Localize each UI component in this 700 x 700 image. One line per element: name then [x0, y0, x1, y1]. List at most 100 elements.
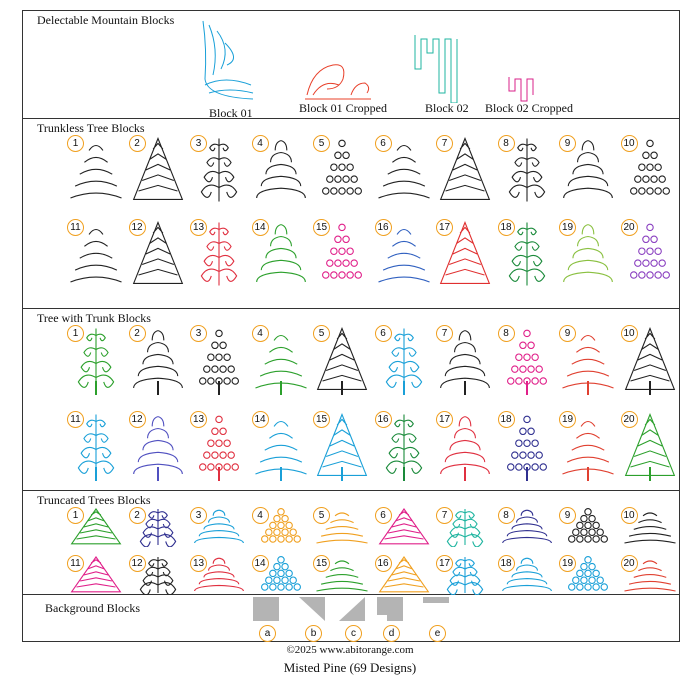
trunkless-design-17[interactable]: 17 — [436, 219, 496, 289]
design-number-badge: 10 — [620, 135, 638, 152]
badge-c: c — [345, 625, 362, 642]
trunk-design-15[interactable]: 15 — [313, 411, 373, 481]
trunk-design-18[interactable]: 18 — [497, 411, 558, 481]
trunkless-design-13[interactable]: 13 — [190, 219, 250, 289]
mountain-block-01-cropped[interactable] — [303, 59, 373, 103]
badge-e: e — [429, 625, 446, 642]
trunk-design-20[interactable]: 20 — [620, 411, 681, 481]
badge-a: a — [259, 625, 276, 642]
design-number-badge: 13 — [190, 411, 207, 428]
trunkless-design-2[interactable]: 2 — [128, 135, 189, 205]
trunk-design-1[interactable]: 1 — [67, 325, 127, 395]
mountain-block-01-cropped-motif — [305, 64, 371, 100]
trunk-design-5[interactable]: 5 — [313, 325, 373, 395]
design-number-badge: 12 — [128, 555, 146, 572]
tree-motif — [629, 139, 670, 195]
trunk-design-2[interactable]: 2 — [128, 325, 189, 395]
design-number-badge: 18 — [497, 411, 515, 428]
truncated-design-13[interactable]: 13 — [190, 555, 250, 595]
truncated-design-10[interactable]: 10 — [620, 507, 681, 547]
truncated-design-2[interactable]: 2 — [128, 507, 189, 547]
design-number-badge: 4 — [251, 135, 269, 152]
trunk-design-3[interactable]: 3 — [190, 325, 250, 395]
truncated-design-9[interactable]: 9 — [559, 507, 619, 547]
trunkless-design-3[interactable]: 3 — [190, 135, 250, 205]
trunk-design-10[interactable]: 10 — [620, 325, 681, 395]
design-number-badge: 3 — [190, 135, 207, 152]
trunk-design-12[interactable]: 12 — [128, 411, 189, 481]
trunk-design-7[interactable]: 7 — [436, 325, 496, 395]
trunkless-design-20[interactable]: 20 — [620, 219, 681, 289]
trunkless-design-1[interactable]: 1 — [67, 135, 127, 205]
trunk-design-4[interactable]: 4 — [251, 325, 312, 395]
tree-motif — [568, 556, 608, 591]
truncated-design-8[interactable]: 8 — [497, 507, 558, 547]
truncated-design-11[interactable]: 11 — [67, 555, 127, 595]
trunkless-design-10[interactable]: 10 — [620, 135, 681, 205]
truncated-design-3[interactable]: 3 — [190, 507, 250, 547]
trunkless-design-12[interactable]: 12 — [128, 219, 189, 289]
tree-motif — [508, 222, 545, 286]
design-number-badge: 14 — [251, 555, 269, 572]
truncated-design-12[interactable]: 12 — [128, 555, 189, 595]
tree-motif — [629, 223, 670, 279]
truncated-design-15[interactable]: 15 — [313, 555, 373, 595]
trunkless-design-6[interactable]: 6 — [374, 135, 435, 205]
trunk-design-19[interactable]: 19 — [559, 411, 619, 481]
tree-motif — [623, 560, 676, 592]
tree-motif — [260, 556, 301, 591]
trunkless-design-4[interactable]: 4 — [251, 135, 312, 205]
mountain-block-02[interactable] — [413, 33, 463, 104]
trunkless-design-16[interactable]: 16 — [374, 219, 435, 289]
trunkless-design-14[interactable]: 14 — [251, 219, 312, 289]
truncated-design-20[interactable]: 20 — [620, 555, 681, 595]
trunkless-design-9[interactable]: 9 — [559, 135, 619, 205]
truncated-design-16[interactable]: 16 — [374, 555, 435, 595]
tree-motif — [139, 509, 176, 547]
trunkless-design-7[interactable]: 7 — [436, 135, 496, 205]
tree-motif — [132, 221, 183, 284]
truncated-design-5[interactable]: 5 — [313, 507, 373, 547]
truncated-design-1[interactable]: 1 — [67, 507, 127, 547]
trunk-design-9[interactable]: 9 — [559, 325, 619, 395]
tree-motif — [385, 328, 422, 395]
design-number-badge: 13 — [190, 555, 207, 572]
truncated-design-14[interactable]: 14 — [251, 555, 312, 595]
trunk-design-11[interactable]: 11 — [67, 411, 127, 481]
tree-motif — [624, 327, 675, 395]
trunk-design-6[interactable]: 6 — [374, 325, 435, 395]
design-number-badge: 7 — [436, 135, 453, 152]
trunkless-design-11[interactable]: 11 — [67, 219, 127, 289]
tree-motif — [254, 420, 307, 481]
background-block-e[interactable]: e — [423, 597, 453, 643]
truncated-design-4[interactable]: 4 — [251, 507, 312, 547]
design-number-badge: 6 — [374, 325, 392, 342]
trunk-design-13[interactable]: 13 — [190, 411, 250, 481]
trunkless-design-5[interactable]: 5 — [313, 135, 373, 205]
trunkless-design-15[interactable]: 15 — [313, 219, 373, 289]
mountain-block-01[interactable] — [195, 19, 255, 103]
background-block-d[interactable]: d — [377, 597, 407, 643]
design-number-badge: 9 — [559, 135, 576, 152]
design-number-badge: 17 — [436, 219, 453, 236]
tree-motif — [139, 557, 176, 595]
background-block-a[interactable]: a — [253, 597, 283, 643]
truncated-design-7[interactable]: 7 — [436, 507, 496, 547]
trunkless-design-8[interactable]: 8 — [497, 135, 558, 205]
design-sheet: Delectable Mountain Blocks Block 01 Bloc… — [22, 10, 680, 642]
truncated-design-6[interactable]: 6 — [374, 507, 435, 547]
section-mountain: Delectable Mountain Blocks Block 01 Bloc… — [23, 11, 679, 120]
trunk-design-17[interactable]: 17 — [436, 411, 496, 481]
mountain-block-02-cropped[interactable] — [507, 75, 537, 103]
background-block-b[interactable]: b — [299, 597, 329, 643]
trunkless-design-19[interactable]: 19 — [559, 219, 619, 289]
tree-motif — [132, 416, 183, 481]
truncated-design-19[interactable]: 19 — [559, 555, 619, 595]
trunk-design-14[interactable]: 14 — [251, 411, 312, 481]
trunkless-design-18[interactable]: 18 — [497, 219, 558, 289]
background-block-c[interactable]: c — [339, 597, 369, 643]
trunk-design-16[interactable]: 16 — [374, 411, 435, 481]
truncated-design-18[interactable]: 18 — [497, 555, 558, 595]
truncated-design-17[interactable]: 17 — [436, 555, 496, 595]
trunk-design-8[interactable]: 8 — [497, 325, 558, 395]
